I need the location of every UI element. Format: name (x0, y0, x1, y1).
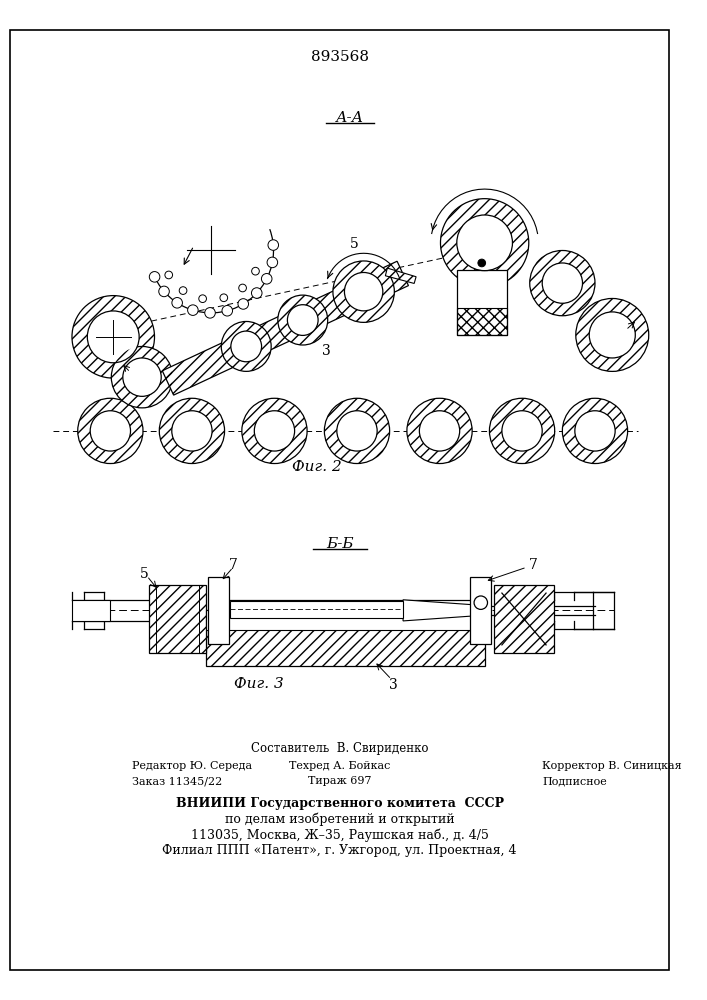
Text: Корректор В. Синицкая: Корректор В. Синицкая (542, 761, 682, 771)
Circle shape (278, 295, 328, 345)
Circle shape (165, 271, 173, 279)
Bar (72, 600, 110, 621)
Text: ВНИИПИ Государственного комитета  СССР: ВНИИПИ Государственного комитета СССР (175, 797, 504, 810)
Circle shape (440, 199, 529, 287)
Text: Филиал ППП «Патент», г. Ужгород, ул. Проектная, 4: Филиал ППП «Патент», г. Ужгород, ул. Про… (163, 844, 517, 857)
Polygon shape (163, 261, 409, 395)
Circle shape (288, 305, 318, 335)
Circle shape (238, 299, 249, 309)
Circle shape (199, 295, 206, 303)
Circle shape (267, 257, 278, 268)
Polygon shape (230, 601, 403, 618)
Polygon shape (403, 600, 484, 621)
Bar (470, 577, 491, 644)
Bar (206, 610, 484, 666)
Bar (206, 610, 484, 666)
Bar (494, 585, 554, 653)
Circle shape (187, 305, 198, 315)
Circle shape (344, 272, 382, 311)
Text: 7: 7 (529, 558, 538, 572)
Bar (457, 308, 507, 335)
Circle shape (179, 287, 187, 294)
Bar (148, 585, 206, 653)
Text: Б-Б: Б-Б (326, 537, 354, 551)
Circle shape (489, 398, 555, 464)
Text: Подписное: Подписное (542, 776, 607, 786)
Circle shape (159, 286, 170, 297)
Circle shape (159, 398, 225, 464)
Text: Составитель  В. Свириденко: Составитель В. Свириденко (251, 742, 428, 755)
Circle shape (78, 398, 143, 464)
Text: по делам изобретений и открытий: по делам изобретений и открытий (225, 813, 455, 826)
Circle shape (72, 296, 155, 378)
Circle shape (239, 284, 247, 292)
Circle shape (252, 267, 259, 275)
Circle shape (221, 321, 271, 371)
Text: 3: 3 (389, 678, 398, 692)
Circle shape (172, 298, 182, 308)
Circle shape (88, 311, 139, 363)
Bar (494, 585, 554, 653)
Circle shape (474, 596, 488, 609)
Bar (206, 610, 484, 630)
Circle shape (530, 250, 595, 316)
Circle shape (242, 398, 307, 464)
Text: 7: 7 (229, 558, 238, 572)
Circle shape (220, 294, 228, 302)
Circle shape (123, 358, 161, 396)
Text: Редактор Ю. Середа: Редактор Ю. Середа (132, 761, 252, 771)
Text: Фиг. 3: Фиг. 3 (234, 677, 284, 691)
Text: 893568: 893568 (310, 50, 369, 64)
Text: 5: 5 (350, 237, 358, 251)
Text: Тираж 697: Тираж 697 (308, 776, 371, 786)
Circle shape (542, 263, 583, 303)
Bar (457, 308, 507, 335)
Bar (148, 585, 206, 653)
Text: Фиг. 2: Фиг. 2 (292, 460, 341, 474)
Text: 113035, Москва, Ж–35, Раушская наб., д. 4/5: 113035, Москва, Ж–35, Раушская наб., д. … (191, 828, 489, 842)
Bar (209, 577, 229, 644)
Circle shape (419, 411, 460, 451)
Text: Техред А. Бойкас: Техред А. Бойкас (289, 761, 390, 771)
Circle shape (502, 411, 542, 451)
Circle shape (478, 259, 486, 267)
Circle shape (90, 411, 131, 451)
Circle shape (262, 274, 272, 284)
Circle shape (149, 272, 160, 282)
Circle shape (337, 411, 377, 451)
Circle shape (407, 398, 472, 464)
Circle shape (255, 411, 295, 451)
Circle shape (205, 308, 216, 318)
Circle shape (575, 298, 649, 371)
Circle shape (457, 215, 513, 271)
Circle shape (575, 411, 615, 451)
Circle shape (325, 398, 390, 464)
Circle shape (562, 398, 628, 464)
Polygon shape (385, 268, 416, 283)
Circle shape (252, 288, 262, 298)
Circle shape (222, 305, 233, 316)
Circle shape (333, 261, 395, 322)
Circle shape (231, 331, 262, 362)
Circle shape (111, 346, 173, 408)
Text: 3: 3 (322, 344, 331, 358)
Text: 5: 5 (139, 567, 148, 581)
Text: А-А: А-А (337, 111, 364, 125)
Bar (457, 270, 507, 335)
Circle shape (589, 312, 636, 358)
Circle shape (172, 411, 212, 451)
Circle shape (268, 240, 279, 250)
Text: Заказ 11345/22: Заказ 11345/22 (132, 776, 223, 786)
